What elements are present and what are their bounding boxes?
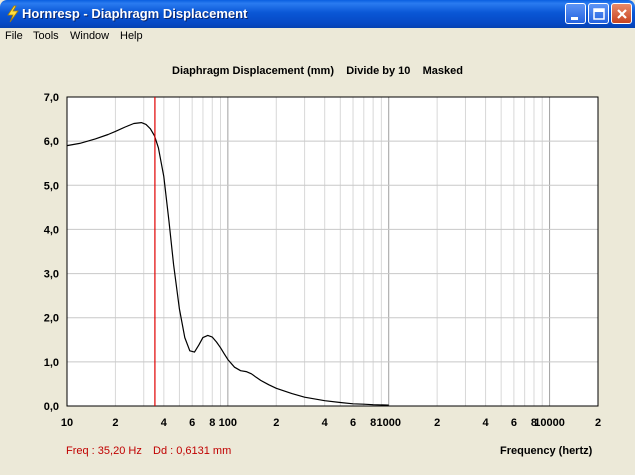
displacement-curve [66, 122, 389, 406]
y-tick-label: 1,0 [44, 357, 59, 369]
x-tick-label: 2 [112, 417, 118, 429]
graph-title: Diaphragm Displacement (mm) Divide by 10… [172, 65, 463, 77]
y-tick-label: 2,0 [44, 313, 59, 325]
x-tick-label: 6 [511, 417, 517, 429]
x-axis-label: Frequency (hertz) [500, 445, 593, 457]
x-tick-label: 4 [161, 417, 168, 429]
cursor-frequency-readout: Freq : 35,20 Hz [66, 445, 142, 457]
x-tick-label: 6 [189, 417, 195, 429]
menu-tools[interactable]: Tools [33, 30, 59, 42]
close-button[interactable] [611, 3, 632, 24]
maximize-button[interactable] [588, 3, 609, 24]
y-tick-label: 3,0 [44, 269, 59, 281]
plot-frame [66, 96, 599, 407]
window-title: Hornresp - Diaphragm Displacement [22, 6, 248, 21]
maximize-icon [593, 8, 605, 20]
x-tick-label: 2 [273, 417, 279, 429]
x-tick-label: 8 [531, 417, 537, 429]
x-tick-label: 6 [350, 417, 356, 429]
y-tick-label: 7,0 [44, 92, 59, 104]
x-tick-label: 1000 [376, 417, 400, 429]
y-tick-label: 4,0 [44, 224, 59, 236]
close-icon [617, 9, 627, 19]
menu-help[interactable]: Help [120, 30, 143, 42]
y-tick-label: 6,0 [44, 136, 59, 148]
plot-area [67, 97, 598, 406]
y-tick-label: 5,0 [44, 180, 59, 192]
x-tick-label: 10 [61, 417, 73, 429]
menu-bar: File Tools Window Help [0, 28, 635, 46]
minimize-icon [571, 17, 578, 20]
minimize-button[interactable] [565, 3, 586, 24]
x-tick-label: 2 [595, 417, 601, 429]
menu-file[interactable]: File [5, 30, 23, 42]
x-tick-label: 2 [434, 417, 440, 429]
menu-window[interactable]: Window [70, 30, 110, 42]
lightning-icon [7, 5, 19, 23]
title-bar[interactable]: Hornresp - Diaphragm Displacement [0, 0, 635, 28]
x-tick-label: 8 [370, 417, 376, 429]
x-tick-label: 10000 [534, 417, 565, 429]
x-tick-label: 4 [322, 417, 329, 429]
cursor-displacement-readout: Dd : 0,6131 mm [153, 445, 232, 457]
x-tick-label: 8 [209, 417, 215, 429]
x-tick-label: 100 [219, 417, 237, 429]
x-tick-label: 4 [483, 417, 490, 429]
y-tick-label: 0,0 [44, 401, 59, 413]
